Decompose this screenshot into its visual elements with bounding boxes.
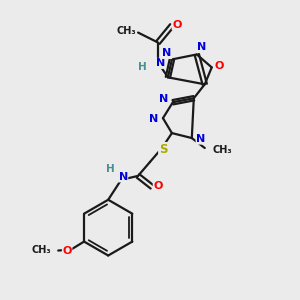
Text: N: N: [196, 134, 206, 144]
Text: N: N: [159, 94, 169, 104]
Text: CH₃: CH₃: [213, 145, 232, 155]
Text: N: N: [156, 58, 166, 68]
Text: O: O: [62, 245, 72, 256]
Text: N: N: [149, 114, 159, 124]
Text: O: O: [153, 181, 163, 191]
Text: H: H: [106, 164, 115, 174]
Text: S: S: [159, 142, 167, 155]
Text: N: N: [118, 172, 128, 182]
Text: CH₃: CH₃: [116, 26, 136, 36]
Text: N: N: [197, 43, 206, 52]
Text: O: O: [215, 61, 224, 71]
Text: H: H: [138, 62, 146, 72]
Text: O: O: [172, 20, 182, 30]
Text: N: N: [162, 48, 172, 59]
Text: CH₃: CH₃: [32, 244, 51, 254]
